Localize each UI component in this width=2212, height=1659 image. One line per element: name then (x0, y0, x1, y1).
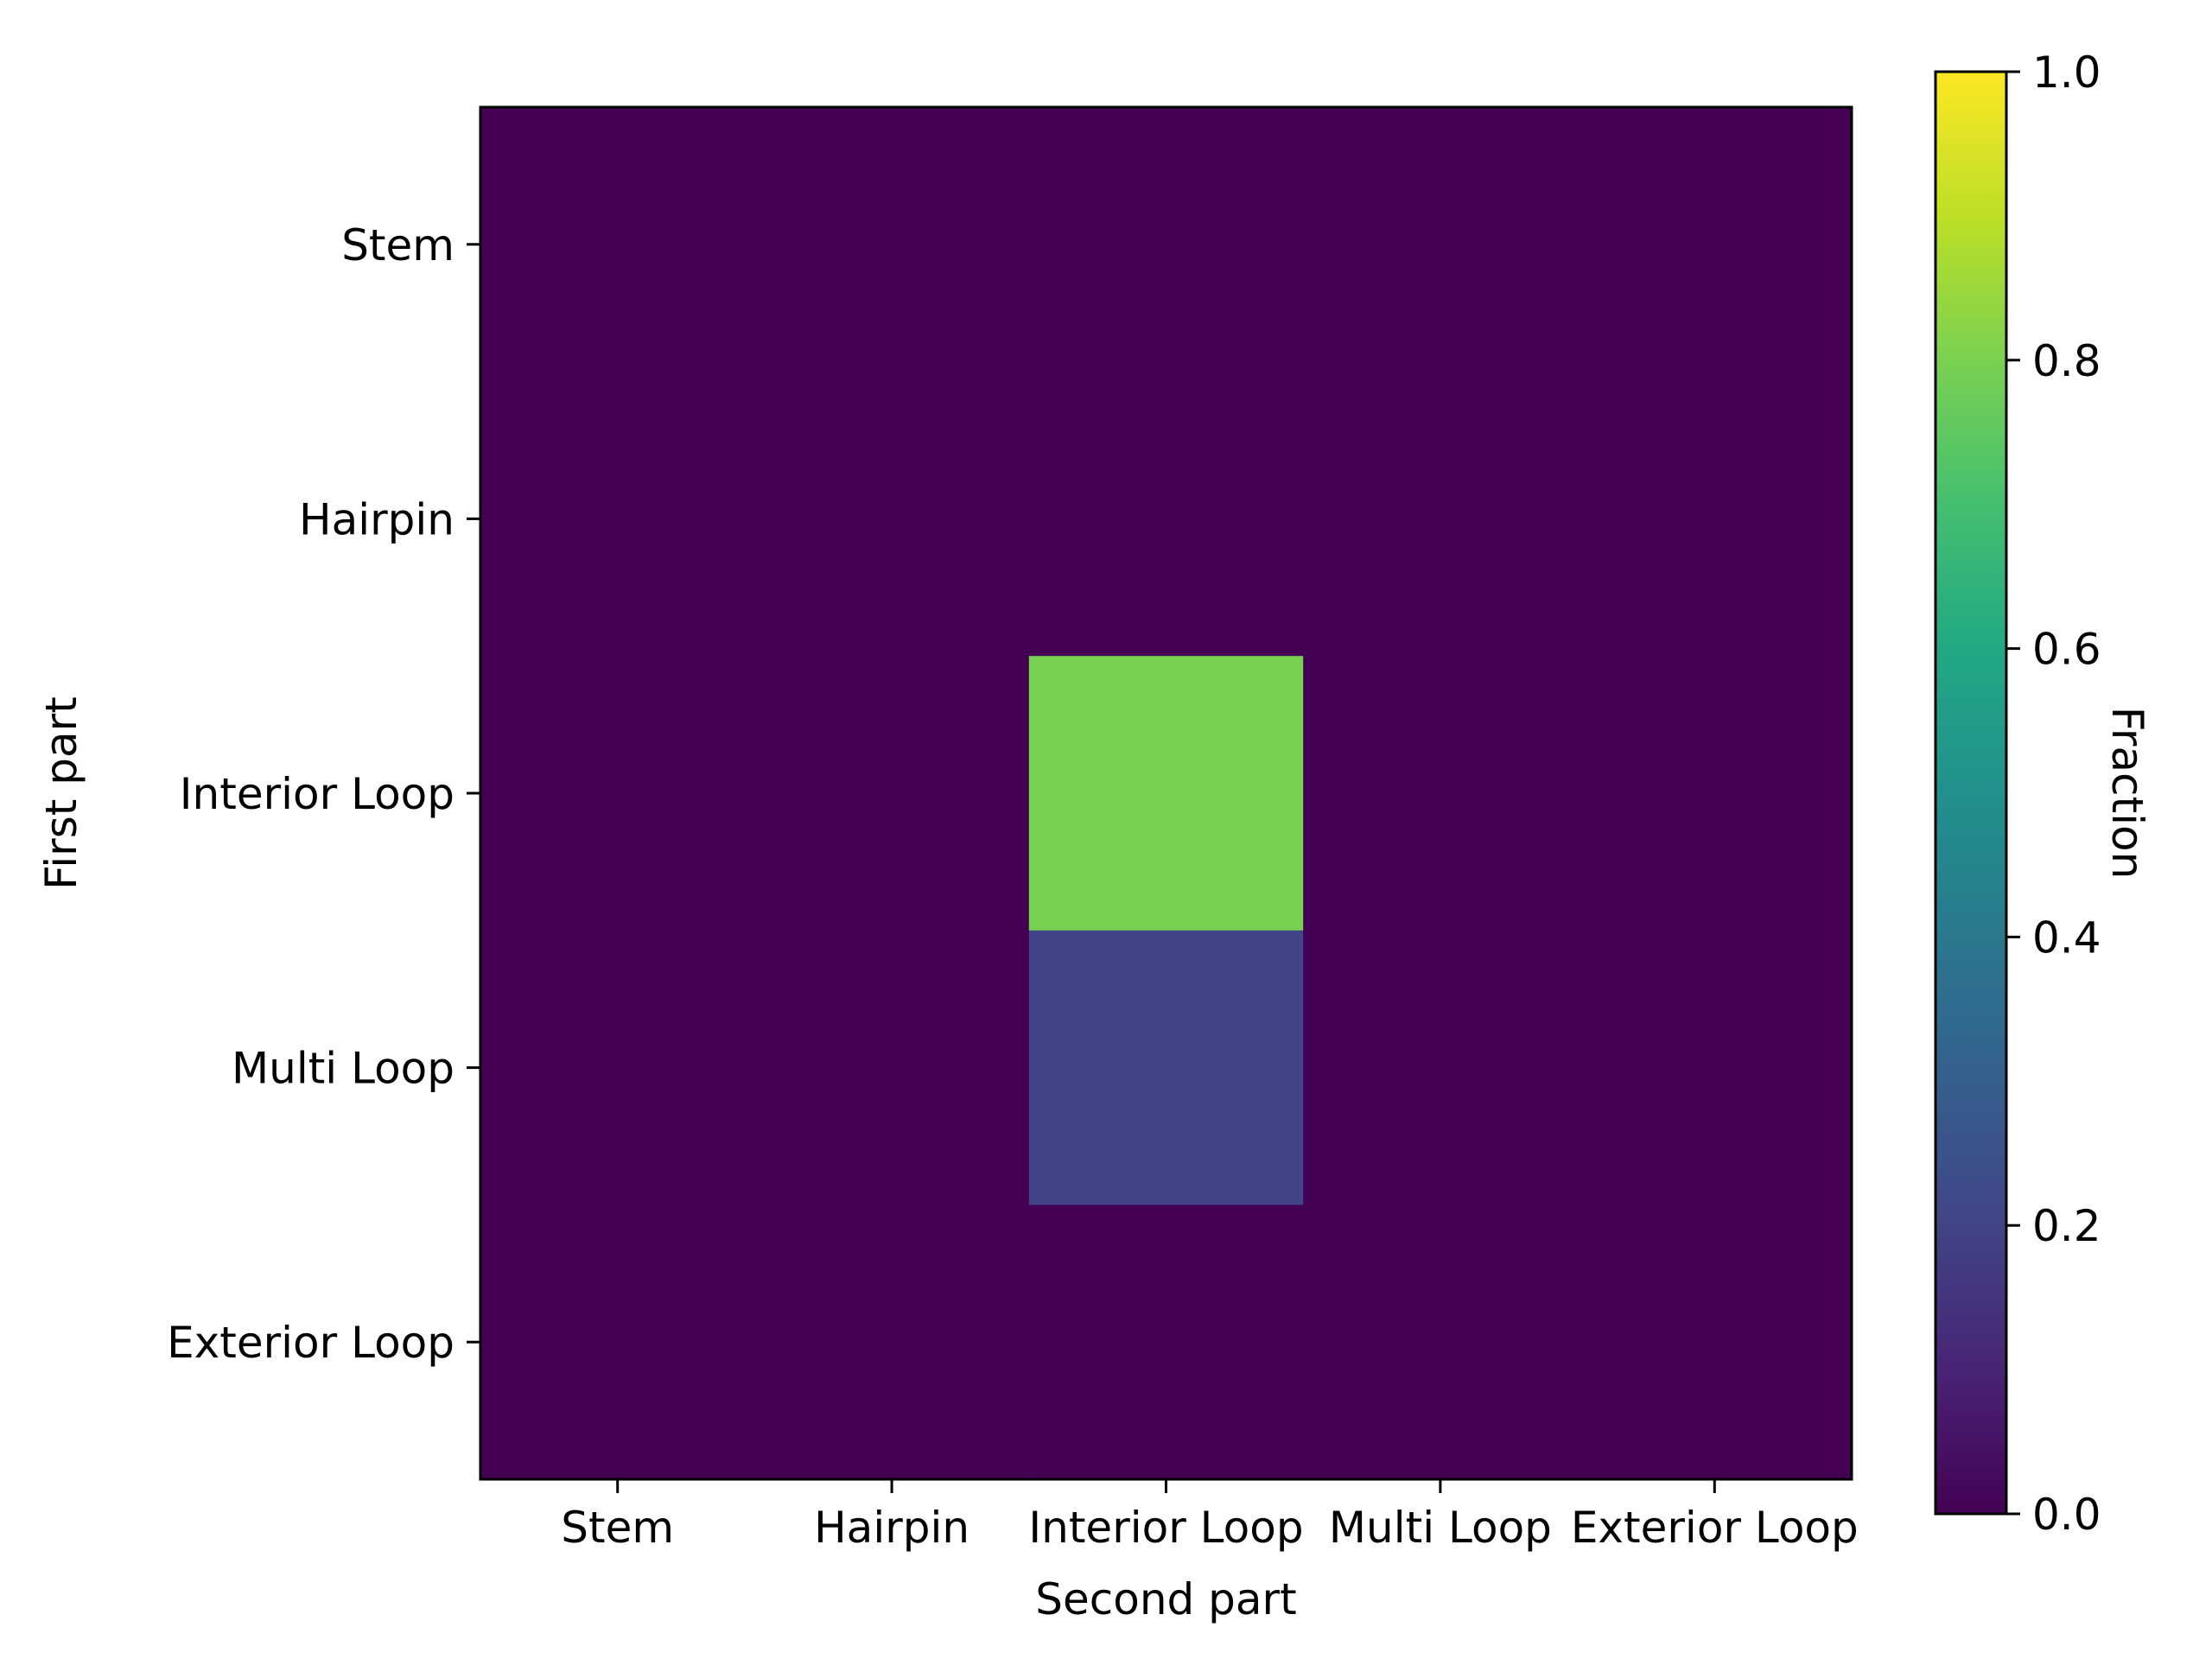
colorbar-tick-label: 0.6 (2032, 625, 2101, 675)
heatmap-cell-exterior-loop-exterior-loop (1577, 1205, 1853, 1480)
heatmap-cells (480, 107, 1853, 1480)
x-tick-label: Interior Loop (1028, 1503, 1303, 1553)
heatmap-cell-hairpin-multi-loop (1303, 381, 1579, 657)
y-tick-label: Multi Loop (232, 1044, 454, 1094)
colorbar (1934, 70, 2008, 1516)
heatmap-cell-stem-exterior-loop (1577, 107, 1853, 383)
colorbar-title: Fraction (2102, 707, 2152, 880)
heatmap-cell-interior-loop-stem (480, 656, 755, 931)
heatmap-cell-multi-loop-hairpin (754, 930, 1030, 1205)
y-tick-label: Hairpin (299, 494, 454, 544)
heatmap-cell-multi-loop-exterior-loop (1577, 930, 1853, 1205)
heatmap-cell-multi-loop-stem (480, 930, 755, 1205)
y-tick-label: Interior Loop (180, 769, 454, 819)
heatmap-cell-interior-loop-interior-loop (1028, 656, 1304, 931)
colorbar-tick-label: 0.8 (2032, 336, 2101, 386)
heatmap-cell-stem-hairpin (754, 107, 1030, 383)
heatmap-cell-multi-loop-multi-loop (1303, 930, 1579, 1205)
colorbar-tick-label: 0.4 (2032, 912, 2101, 963)
heatmap-cell-exterior-loop-stem (480, 1205, 755, 1480)
y-axis: Stem Hairpin Interior Loop Multi Loop Exteri… (167, 220, 480, 1368)
heatmap-cell-interior-loop-exterior-loop (1577, 656, 1853, 931)
colorbar-tick-label: 1.0 (2032, 48, 2101, 98)
heatmap-cell-exterior-loop-interior-loop (1028, 1205, 1304, 1480)
colorbar-tick-label: 0.2 (2032, 1201, 2101, 1251)
heatmap-cell-interior-loop-hairpin (754, 656, 1030, 931)
x-tick-label: Stem (561, 1503, 674, 1553)
y-tick-label: Exterior Loop (167, 1318, 454, 1368)
heatmap-cell-hairpin-exterior-loop (1577, 381, 1853, 657)
heatmap-cell-stem-multi-loop (1303, 107, 1579, 383)
heatmap-cell-multi-loop-interior-loop (1028, 930, 1304, 1205)
heatmap-cell-hairpin-stem (480, 381, 755, 657)
heatmap-cell-interior-loop-multi-loop (1303, 656, 1579, 931)
x-tick-label: Multi Loop (1329, 1503, 1552, 1553)
heatmap-cell-stem-interior-loop (1028, 107, 1304, 383)
y-axis-title: First part (36, 696, 86, 890)
x-axis: Stem Hairpin Interior Loop Multi Loop Exteri… (561, 1479, 1859, 1553)
x-axis-title: Second part (1035, 1574, 1296, 1624)
heatmap-cell-exterior-loop-hairpin (754, 1205, 1030, 1480)
heatmap-cell-hairpin-hairpin (754, 381, 1030, 657)
x-tick-label: Exterior Loop (1571, 1503, 1859, 1553)
y-tick-label: Stem (341, 220, 454, 270)
heatmap-cell-hairpin-interior-loop (1028, 381, 1304, 657)
x-tick-label: Hairpin (814, 1503, 969, 1553)
heatmap-cell-stem-stem (480, 107, 755, 383)
heatmap-cell-exterior-loop-multi-loop (1303, 1205, 1579, 1480)
colorbar-tick-label: 0.0 (2032, 1490, 2101, 1540)
colorbar-axis: 0.0 0.2 0.4 0.6 0.8 1.0 (2006, 48, 2101, 1540)
